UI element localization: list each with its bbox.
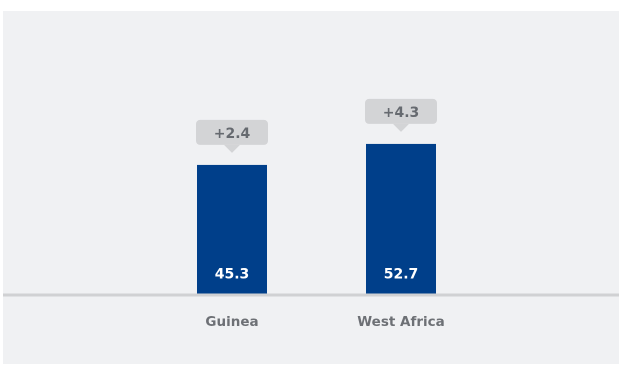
change-label: +4.3 — [383, 105, 420, 121]
change-callout-pointer — [224, 144, 240, 153]
change-callout — [365, 98, 437, 124]
category-label: Guinea — [205, 314, 258, 330]
bar — [197, 164, 267, 294]
category-label: West Africa — [357, 314, 444, 330]
bar-value-label: 45.3 — [215, 267, 250, 283]
change-callout — [196, 119, 268, 145]
change-callout-pointer — [393, 123, 409, 132]
bar-value-label: 52.7 — [384, 267, 419, 283]
bar — [366, 143, 436, 294]
chart-panel — [3, 11, 619, 364]
change-label: +2.4 — [214, 126, 251, 142]
